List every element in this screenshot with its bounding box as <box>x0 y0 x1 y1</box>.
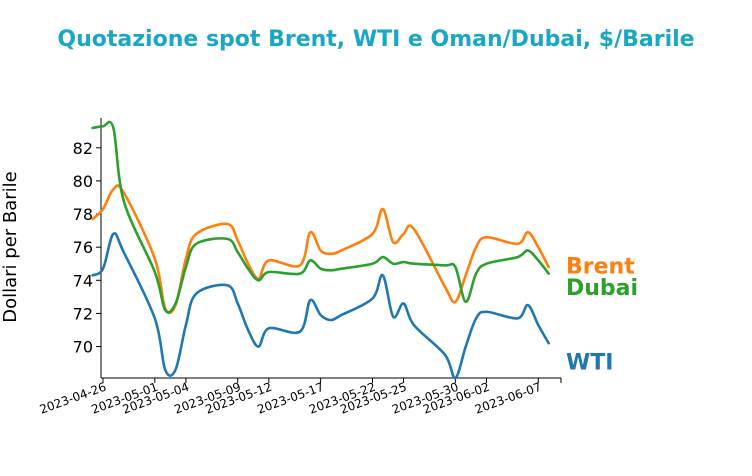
x-ticks: 2023-04-262023-05-012023-05-042023-05-09… <box>38 378 562 417</box>
y-tick-label: 82 <box>73 139 93 158</box>
series-line-wti <box>91 232 550 380</box>
series-label-dubai: Dubai <box>566 276 638 301</box>
series-line-dubai <box>91 120 550 314</box>
y-ticks: 70 72 74 76 78 80 82 <box>73 139 101 357</box>
y-tick-label: 80 <box>73 172 93 191</box>
series-label-brent: Brent <box>566 254 635 279</box>
series-label-wti: WTI <box>566 350 613 375</box>
y-tick-label: 70 <box>73 338 93 357</box>
y-tick-label: 74 <box>73 271 93 290</box>
chart-title: Quotazione spot Brent, WTI e Oman/Dubai,… <box>57 27 694 52</box>
series-lines <box>91 120 550 380</box>
y-tick-label: 76 <box>73 238 93 257</box>
y-tick-label: 72 <box>73 304 93 323</box>
axes <box>100 118 561 379</box>
y-axis-label: Dollari per Barile <box>0 171 21 323</box>
y-tick-label: 78 <box>73 205 93 224</box>
